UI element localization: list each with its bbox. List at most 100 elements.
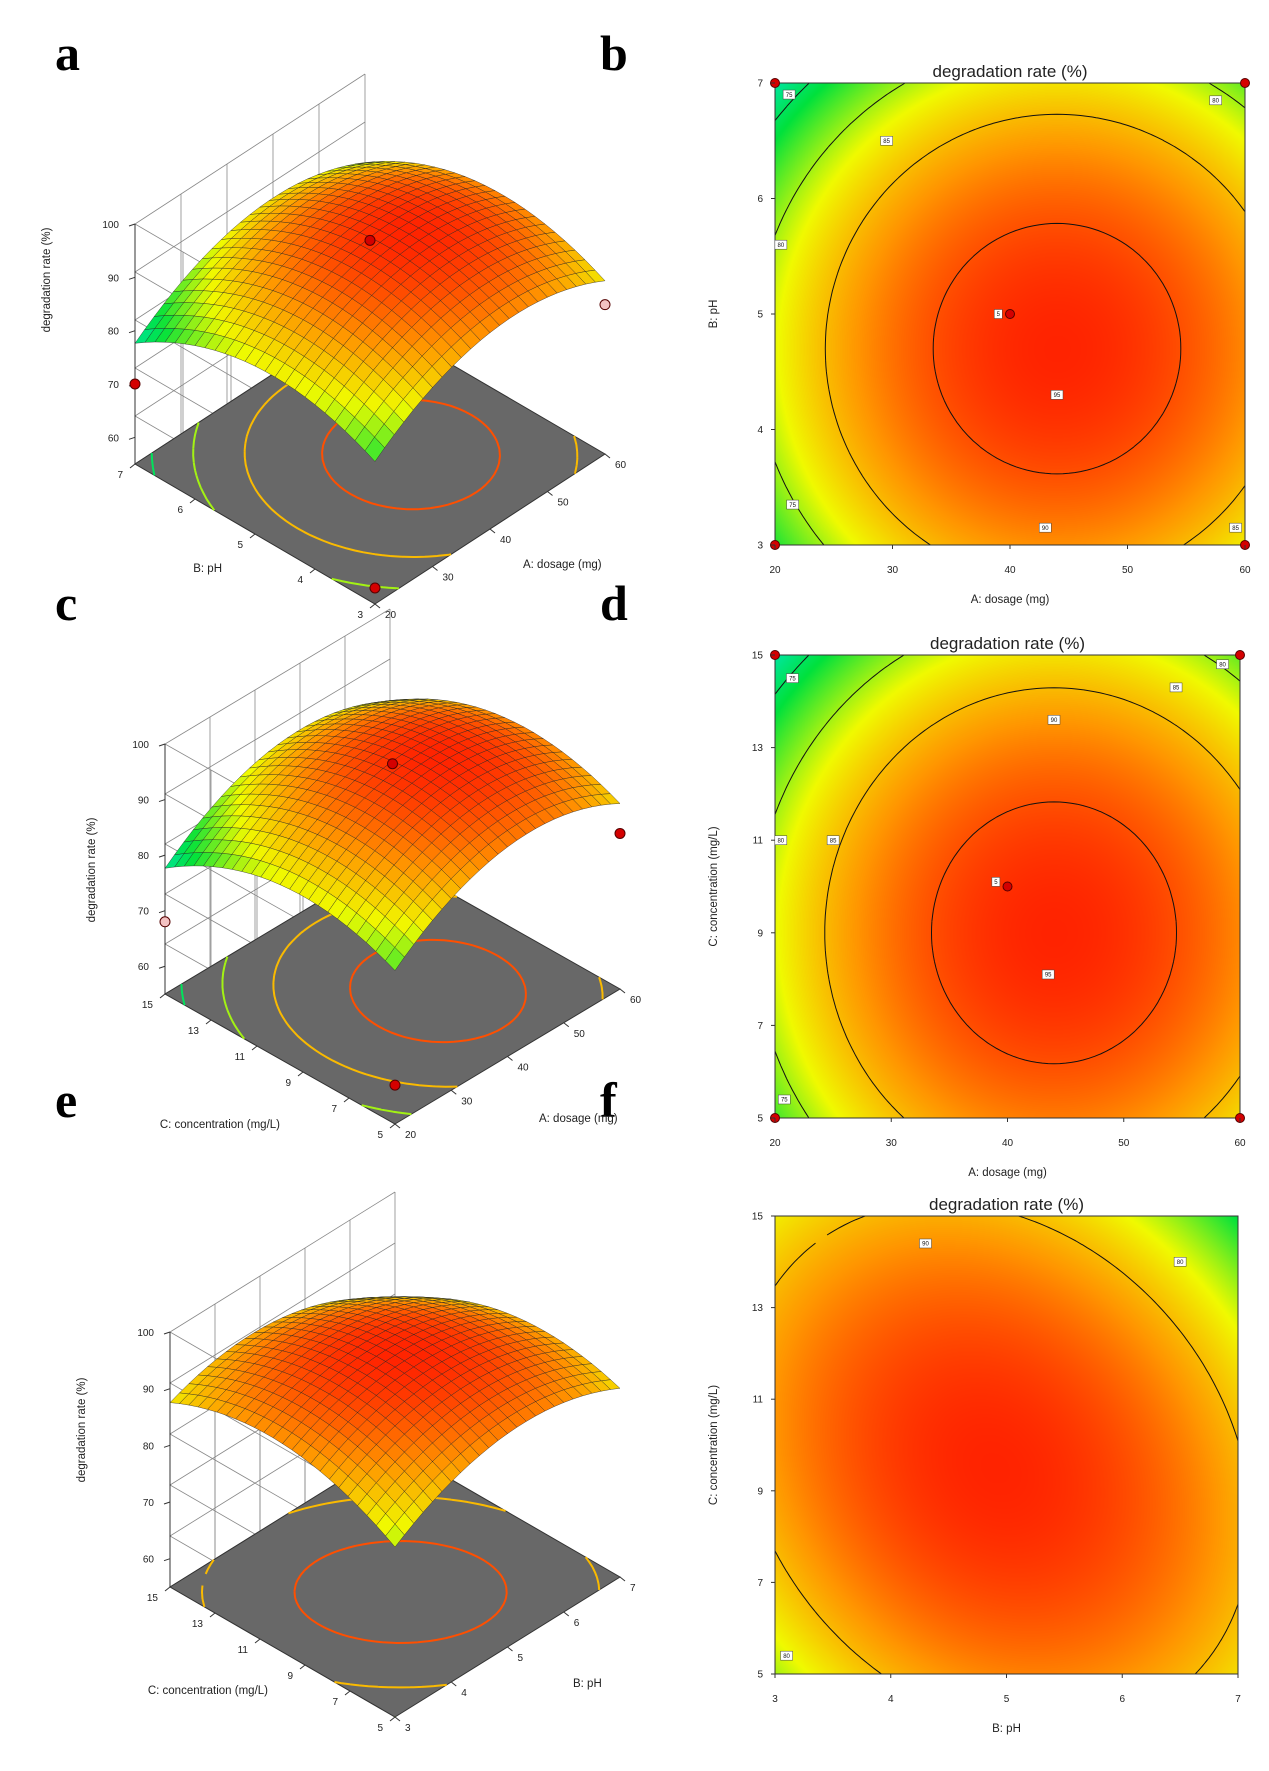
x-tick-label: 20 bbox=[405, 1130, 417, 1141]
panel-letter-a: a bbox=[55, 25, 80, 81]
contour-plot-d: 75 80 85 90 80 85 5 95 75 20 30 40 50 60 5 7 9 11 13 15 degr… bbox=[708, 634, 1246, 1179]
y-tick-label: 15 bbox=[752, 651, 764, 662]
design-point bbox=[159, 916, 171, 928]
x-tick-mark bbox=[450, 1089, 457, 1095]
x-tick-label: 50 bbox=[558, 498, 570, 509]
y-tick-label: 6 bbox=[177, 505, 183, 516]
contour-label: 95 bbox=[1045, 973, 1052, 979]
x-tick-mark bbox=[563, 1611, 570, 1617]
contour-line-85 bbox=[774, 82, 1246, 546]
z-tick-mark bbox=[158, 854, 166, 858]
z-tick-label: 80 bbox=[108, 327, 120, 338]
contour-label-box bbox=[780, 1650, 793, 1661]
y-tick-label: 3 bbox=[357, 610, 363, 621]
y-tick-label: 13 bbox=[192, 1619, 204, 1630]
y-tick-label: 6 bbox=[757, 194, 763, 205]
z-tick-mark bbox=[158, 799, 166, 803]
x-tick-label: 20 bbox=[769, 1138, 781, 1149]
x-tick-label: 3 bbox=[772, 1694, 778, 1705]
contour-line-90 bbox=[774, 1215, 1239, 1675]
y-tick-label: 5 bbox=[757, 310, 763, 321]
y-tick-mark bbox=[251, 1045, 258, 1051]
y-tick-mark bbox=[205, 1019, 212, 1025]
contour-line-95 bbox=[931, 801, 1177, 1065]
x-axis-label: A: dosage (mg) bbox=[971, 594, 1050, 606]
chart-title: degradation rate (%) bbox=[929, 1195, 1084, 1214]
contour-label-box bbox=[991, 877, 1001, 887]
x-tick-label: 6 bbox=[574, 1618, 580, 1629]
x-tick-label: 7 bbox=[1235, 1694, 1241, 1705]
z-tick-mark bbox=[163, 1501, 171, 1505]
contour-label: 85 bbox=[1232, 526, 1239, 532]
x-tick-label: 4 bbox=[888, 1694, 894, 1705]
x-tick-label: 5 bbox=[1004, 1694, 1010, 1705]
contour-label-box bbox=[994, 309, 1003, 319]
z-tick-label: 100 bbox=[137, 1328, 154, 1339]
x-tick-label: 40 bbox=[1002, 1138, 1014, 1149]
z-tick-mark bbox=[128, 436, 136, 440]
y-axis-label: B: pH bbox=[708, 300, 720, 329]
x-tick-mark bbox=[450, 1681, 457, 1687]
contour-line-90 bbox=[824, 113, 1246, 546]
design-point bbox=[599, 299, 611, 311]
contour-label: 75 bbox=[789, 676, 796, 682]
contour-label-box bbox=[919, 1238, 932, 1249]
y-tick-label: 4 bbox=[757, 425, 763, 436]
y-tick-label: 7 bbox=[331, 1104, 337, 1115]
z-tick-label: 100 bbox=[102, 220, 119, 231]
z-tick-label: 60 bbox=[108, 433, 120, 444]
design-point bbox=[364, 234, 376, 246]
z-tick-label: 100 bbox=[132, 740, 149, 751]
chart-title: degradation rate (%) bbox=[930, 634, 1085, 653]
y-tick-label: 5 bbox=[377, 1130, 383, 1141]
design-point bbox=[1240, 78, 1250, 88]
floor-contour-95 bbox=[293, 1540, 508, 1644]
floor-contour-95 bbox=[321, 398, 501, 511]
y-tick-mark bbox=[369, 603, 376, 609]
x-tick-label: 4 bbox=[461, 1688, 467, 1699]
y-tick-mark bbox=[389, 1716, 396, 1722]
response-surface bbox=[169, 1296, 621, 1548]
contour-line-90 bbox=[824, 687, 1241, 1119]
contour-label: 90 bbox=[1042, 526, 1049, 532]
design-point bbox=[387, 758, 398, 770]
x-tick-mark bbox=[394, 1123, 401, 1129]
z-tick-mark bbox=[128, 330, 136, 334]
design-point bbox=[389, 1079, 401, 1091]
y-tick-mark bbox=[164, 1586, 171, 1592]
z-tick-mark bbox=[128, 276, 136, 280]
contour-label: 75 bbox=[781, 1098, 788, 1104]
surface-plot-c: 60 70 80 90 100 20 30 40 50 60 5 7 9 11 13 15 A: dosage … bbox=[86, 608, 642, 1141]
contour-label: 80 bbox=[777, 838, 784, 844]
contour-fill bbox=[775, 1216, 1238, 1674]
x-tick-label: 60 bbox=[1239, 565, 1251, 576]
y-tick-mark bbox=[209, 1612, 216, 1618]
y-tick-label: 3 bbox=[757, 541, 763, 552]
z-axis-label: degradation rate (%) bbox=[41, 227, 53, 332]
x-tick-mark bbox=[432, 566, 438, 571]
y-tick-mark bbox=[297, 1071, 304, 1077]
panel-letter-d: d bbox=[600, 575, 628, 631]
z-axis-label: degradation rate (%) bbox=[86, 817, 98, 922]
contour-label: 5 bbox=[994, 880, 998, 886]
z-tick-mark bbox=[163, 1388, 171, 1392]
x-axis-label: B: pH bbox=[573, 1678, 602, 1690]
y-tick-label: 13 bbox=[188, 1026, 200, 1037]
contour-label: 90 bbox=[922, 1242, 929, 1248]
y-tick-mark bbox=[389, 1123, 396, 1129]
y-tick-mark bbox=[189, 498, 196, 504]
contour-label: 85 bbox=[830, 838, 837, 844]
x-tick-mark bbox=[604, 453, 611, 459]
surface-cell bbox=[385, 1523, 405, 1548]
contour-label-box bbox=[1229, 522, 1242, 533]
z-tick-label: 80 bbox=[138, 851, 150, 862]
contour-label: 80 bbox=[778, 243, 785, 249]
x-tick-label: 60 bbox=[615, 460, 627, 471]
contour-label: 90 bbox=[1051, 718, 1058, 724]
x-tick-mark bbox=[507, 1056, 513, 1061]
x-tick-label: 30 bbox=[886, 1138, 898, 1149]
y-tick-label: 11 bbox=[238, 1645, 249, 1656]
contour-label-box bbox=[1216, 659, 1229, 670]
contour-label: 80 bbox=[1219, 662, 1226, 668]
x-tick-label: 60 bbox=[1234, 1138, 1246, 1149]
